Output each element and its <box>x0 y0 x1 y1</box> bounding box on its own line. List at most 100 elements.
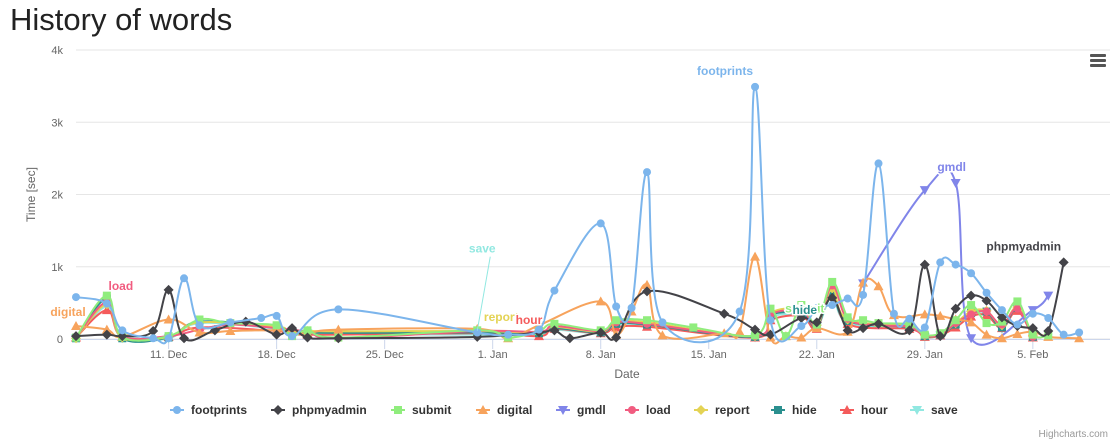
data-point[interactable] <box>996 312 1007 323</box>
data-point[interactable] <box>333 324 344 334</box>
data-point[interactable] <box>288 332 297 341</box>
data-point[interactable] <box>843 313 852 322</box>
data-point[interactable] <box>611 332 622 343</box>
data-point[interactable] <box>889 309 898 318</box>
data-point[interactable] <box>919 259 930 270</box>
data-point[interactable] <box>904 325 915 336</box>
legend-marker[interactable] <box>173 406 181 414</box>
data-point[interactable] <box>195 315 204 324</box>
data-point[interactable] <box>564 333 575 344</box>
data-point[interactable] <box>812 303 821 312</box>
data-point[interactable] <box>766 304 775 313</box>
data-point[interactable] <box>751 331 760 340</box>
data-point[interactable] <box>71 320 81 330</box>
data-point[interactable] <box>735 307 744 316</box>
data-point[interactable] <box>225 326 236 336</box>
legend-item-load[interactable]: load <box>625 403 671 417</box>
data-point[interactable] <box>257 314 266 323</box>
data-point[interactable] <box>657 330 668 340</box>
data-point[interactable] <box>966 334 977 344</box>
data-point[interactable] <box>642 286 653 297</box>
data-point[interactable] <box>334 305 343 314</box>
data-point[interactable] <box>1013 297 1022 306</box>
data-point[interactable] <box>797 301 806 310</box>
legend-marker[interactable] <box>558 406 568 415</box>
series-layer[interactable] <box>71 82 1085 346</box>
data-point[interactable] <box>164 334 173 343</box>
data-point[interactable] <box>473 328 482 337</box>
data-point[interactable] <box>627 303 636 312</box>
data-point[interactable] <box>1012 328 1023 338</box>
data-point[interactable] <box>935 331 946 342</box>
data-point[interactable] <box>873 281 884 291</box>
data-point[interactable] <box>1027 323 1038 334</box>
legend-item-submit[interactable]: submit <box>391 403 451 417</box>
legend-item-footprints[interactable]: footprints <box>170 403 247 417</box>
data-point[interactable] <box>534 325 543 334</box>
legend-item-digital[interactable]: digital <box>476 403 532 417</box>
data-point[interactable] <box>118 326 127 335</box>
data-point[interactable] <box>919 186 930 196</box>
data-point[interactable] <box>642 279 653 289</box>
data-point[interactable] <box>117 331 128 342</box>
legend-item-gmdl[interactable]: gmdl <box>556 403 606 417</box>
data-point[interactable] <box>827 292 838 303</box>
data-point[interactable] <box>982 319 991 328</box>
data-point[interactable] <box>967 301 976 310</box>
data-point[interactable] <box>148 326 159 337</box>
legend-marker[interactable] <box>394 406 402 414</box>
data-point[interactable] <box>658 318 667 327</box>
legend-marker[interactable] <box>273 405 283 415</box>
data-point[interactable] <box>905 314 914 323</box>
data-point[interactable] <box>796 332 807 342</box>
data-point[interactable] <box>750 324 761 335</box>
data-point[interactable] <box>766 316 775 325</box>
data-point[interactable] <box>1028 309 1037 318</box>
data-point[interactable] <box>179 333 190 344</box>
data-point[interactable] <box>1058 257 1069 268</box>
data-point[interactable] <box>842 325 853 336</box>
data-point[interactable] <box>101 329 112 340</box>
legend-item-report[interactable]: report <box>694 403 750 417</box>
credits-link[interactable]: Highcharts.com <box>1038 429 1108 440</box>
data-point[interactable] <box>1028 330 1037 339</box>
data-point[interactable] <box>71 331 81 342</box>
data-point[interactable] <box>920 330 929 339</box>
data-point[interactable] <box>874 159 883 168</box>
data-point[interactable] <box>843 294 852 303</box>
data-point[interactable] <box>1044 314 1053 323</box>
data-point[interactable] <box>643 168 652 177</box>
legend-marker[interactable] <box>774 406 782 414</box>
data-point[interactable] <box>549 325 560 336</box>
data-point[interactable] <box>859 290 868 299</box>
data-point[interactable] <box>287 323 298 334</box>
data-point[interactable] <box>966 290 977 301</box>
legend-item-hide[interactable]: hide <box>771 403 817 417</box>
data-point[interactable] <box>796 313 807 324</box>
data-point[interactable] <box>920 323 929 332</box>
legend-item-hour[interactable]: hour <box>840 403 888 417</box>
data-point[interactable] <box>751 82 760 91</box>
data-point[interactable] <box>750 251 761 261</box>
data-point[interactable] <box>226 318 235 327</box>
legend-marker[interactable] <box>696 405 706 415</box>
data-point[interactable] <box>72 293 80 302</box>
legend-item-save[interactable]: save <box>910 403 958 417</box>
legend-item-phpmyadmin[interactable]: phpmyadmin <box>271 403 367 417</box>
data-point[interactable] <box>951 260 960 269</box>
data-point[interactable] <box>1013 320 1022 329</box>
legend-marker[interactable] <box>842 405 852 414</box>
data-point[interactable] <box>935 310 946 320</box>
data-point[interactable] <box>303 326 312 335</box>
data-point[interactable] <box>101 324 112 334</box>
data-point[interactable] <box>102 299 111 308</box>
data-point[interactable] <box>272 321 281 330</box>
data-point[interactable] <box>180 274 189 283</box>
data-point[interactable] <box>1074 333 1085 343</box>
data-point[interactable] <box>194 327 205 337</box>
data-point[interactable] <box>550 319 559 328</box>
data-point[interactable] <box>967 269 976 278</box>
data-point[interactable] <box>859 316 868 325</box>
data-point[interactable] <box>967 310 976 319</box>
data-point[interactable] <box>1075 328 1084 337</box>
